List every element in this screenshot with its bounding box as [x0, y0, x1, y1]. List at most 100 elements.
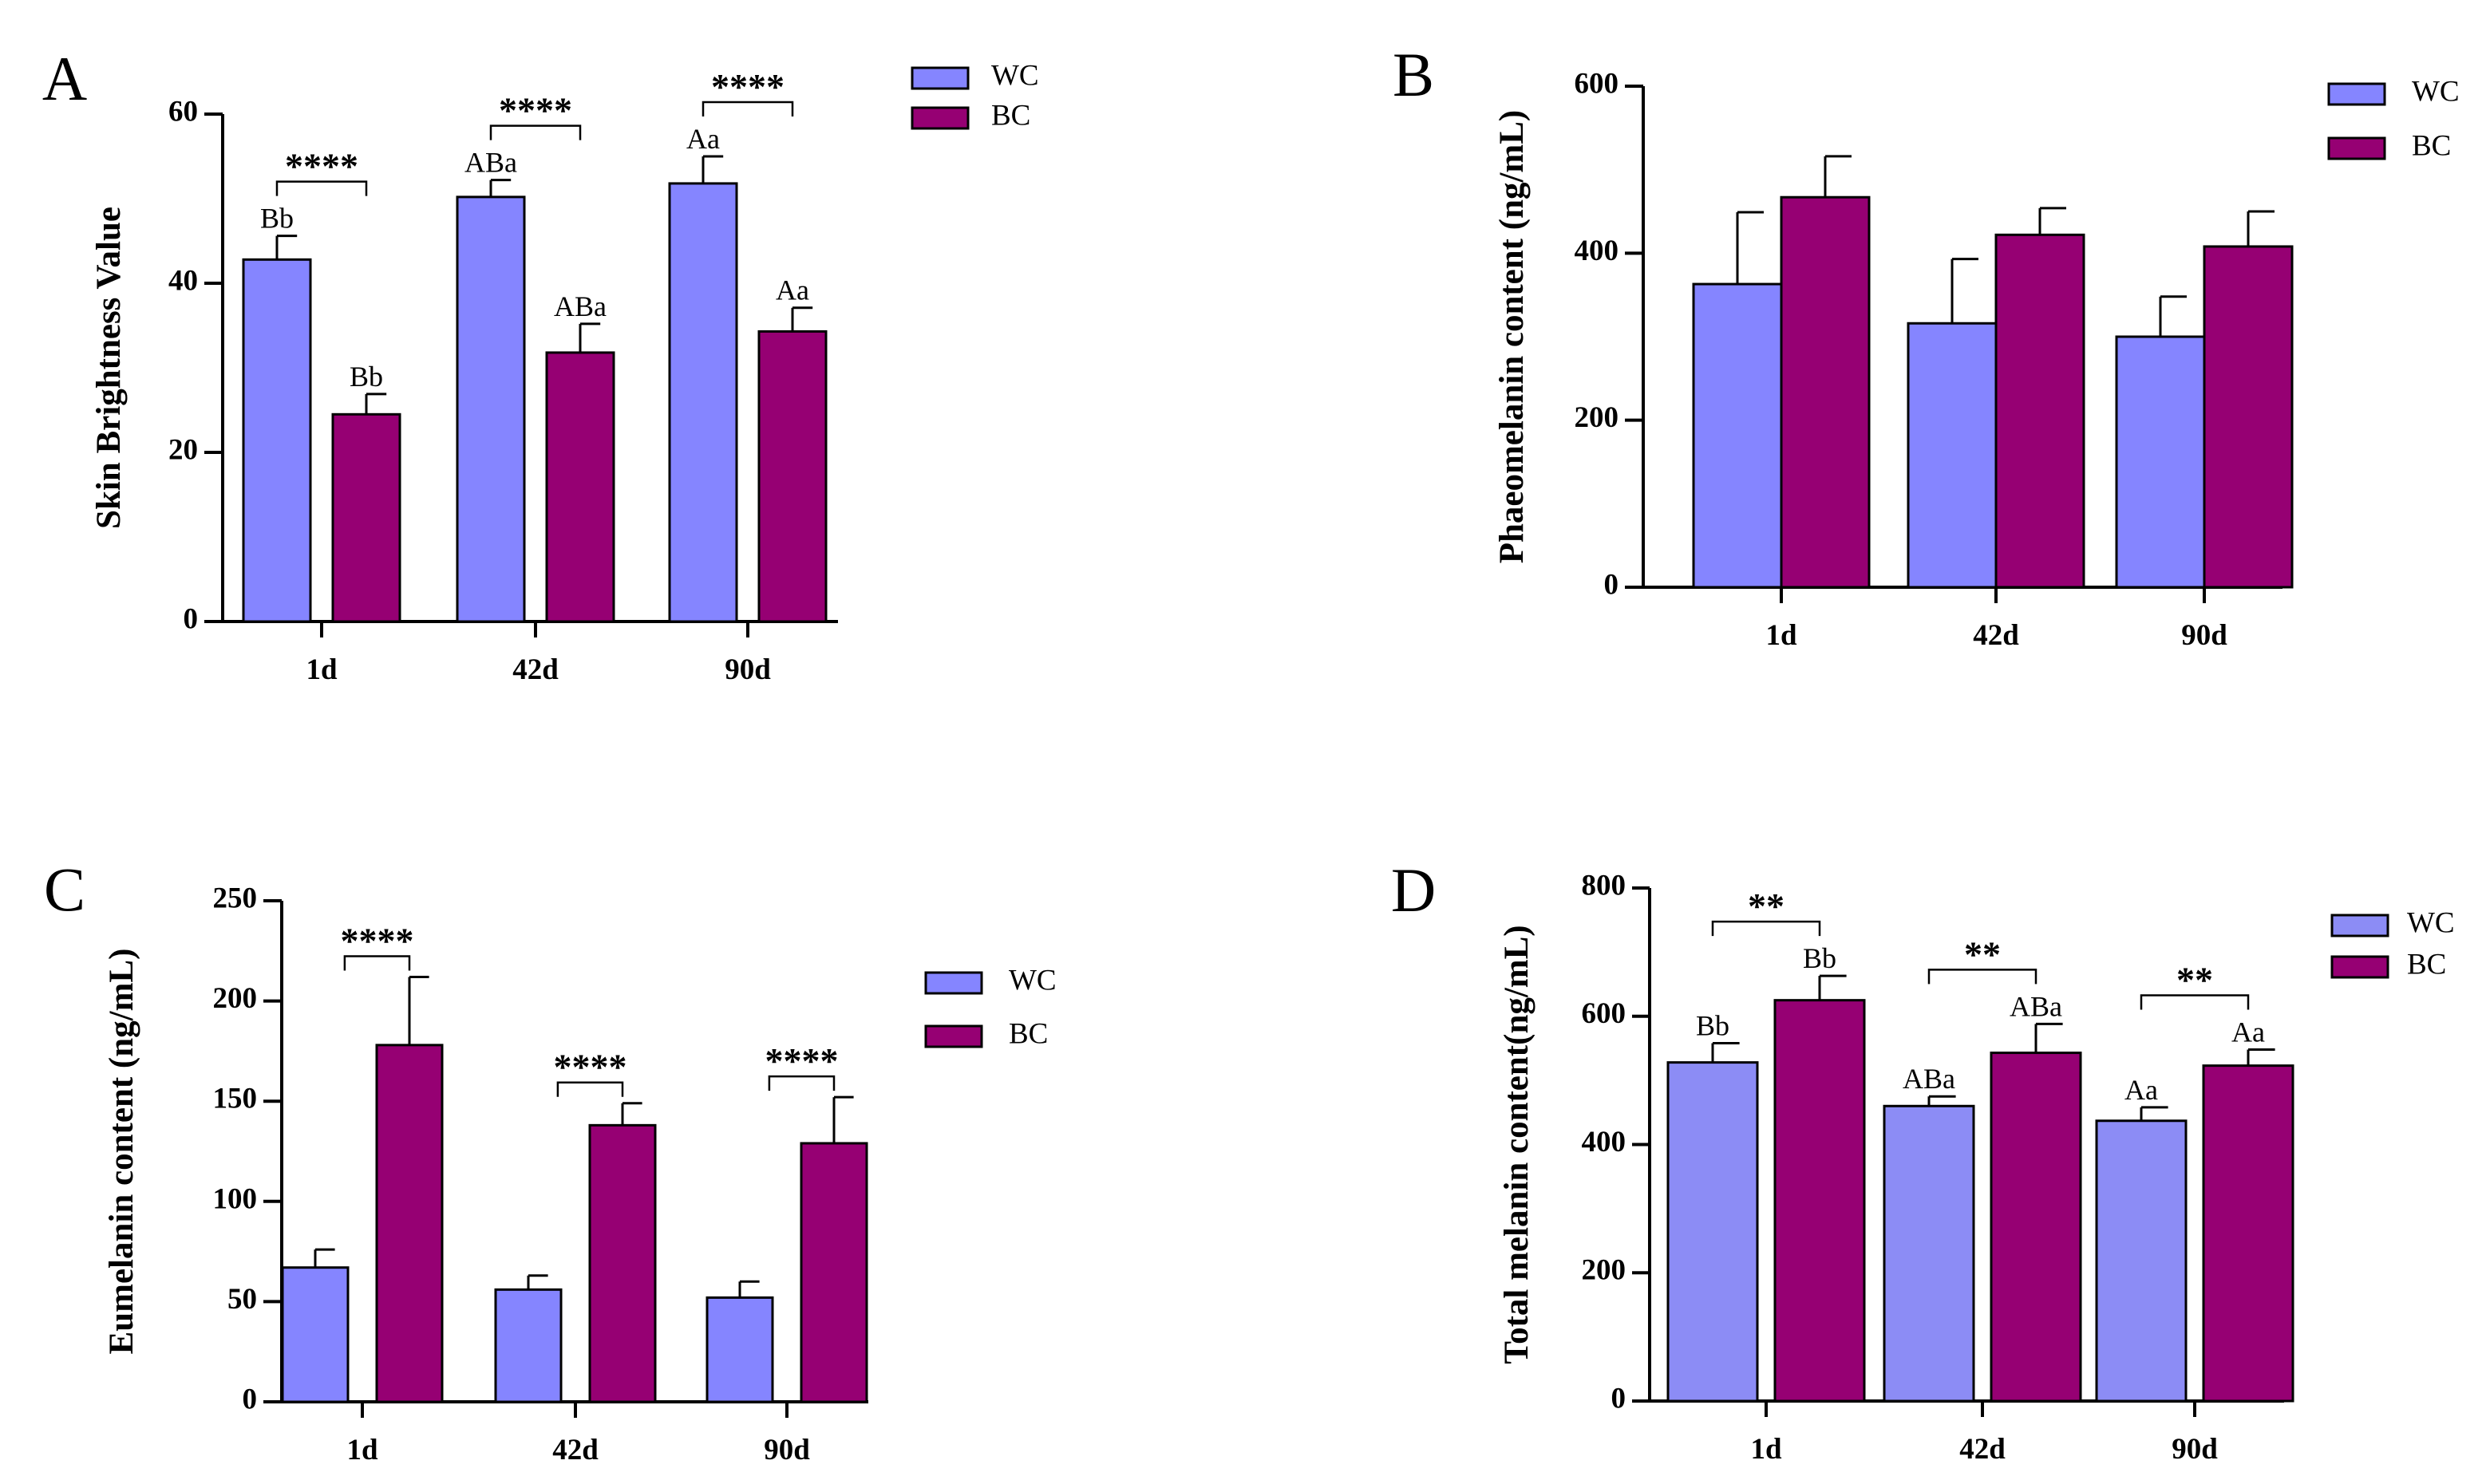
- panel-letter: A: [42, 44, 87, 113]
- y-tick-label: 20: [168, 433, 198, 466]
- y-axis-label: Phaeomelanin content (ng/mL): [1493, 110, 1531, 564]
- significance-bracket: [2140, 994, 2250, 1010]
- panel-letter: D: [1391, 855, 1436, 925]
- bar-wc: [2095, 1119, 2188, 1403]
- x-tick-label: 42d: [1973, 619, 2019, 652]
- bar-bc: [800, 1142, 868, 1403]
- bar-bc: [545, 351, 615, 623]
- legend-label-bc: BC: [1009, 1017, 1048, 1050]
- bar-bc: [757, 330, 828, 623]
- bar-wc: [1666, 1061, 1759, 1403]
- y-axis-label: Eumelanin content (ng/mL): [103, 949, 140, 1355]
- y-tick-label: 800: [1582, 869, 1626, 902]
- group-letter-label: ABa: [2010, 990, 2062, 1022]
- significance-label: ****: [765, 1040, 838, 1081]
- group-letter-label: Aa: [686, 123, 720, 155]
- y-tick-label: 600: [1575, 67, 1619, 100]
- legend: WC BC: [2330, 906, 2455, 981]
- significance-bracket: [768, 1075, 836, 1091]
- group-letter-label: ABa: [1903, 1063, 1955, 1095]
- legend-label-wc: WC: [2412, 75, 2460, 108]
- legend-label-bc: BC: [2412, 129, 2451, 162]
- significance-label: **: [1964, 933, 2001, 974]
- legend-label-bc: BC: [2407, 948, 2446, 981]
- group-letter-label: Bb: [1696, 1010, 1729, 1042]
- bar-wc: [494, 1288, 563, 1403]
- y-tick-label: 200: [1582, 1254, 1626, 1287]
- legend-swatch-wc: [924, 971, 983, 995]
- y-tick-label: 150: [213, 1083, 258, 1115]
- significance-bracket: [1711, 920, 1821, 937]
- x-tick-label: 90d: [2172, 1433, 2218, 1466]
- significance-bracket: [1927, 969, 2037, 985]
- significance-bracket: [343, 955, 411, 971]
- x-tick-label: 1d: [1750, 1433, 1782, 1466]
- significance-bracket: [556, 1081, 624, 1097]
- legend-swatch-wc: [2327, 82, 2386, 106]
- x-tick-label: 90d: [764, 1434, 810, 1466]
- y-tick-label: 250: [213, 882, 258, 914]
- x-tick-label: 1d: [346, 1434, 378, 1466]
- bar-wc: [706, 1296, 774, 1403]
- x-tick-label: 90d: [725, 653, 771, 686]
- significance-label: ****: [711, 66, 785, 107]
- bar-wc: [1907, 322, 1998, 589]
- bar-wc: [1883, 1104, 1975, 1403]
- panel-letter: B: [1393, 40, 1434, 109]
- bar-bc: [375, 1044, 444, 1403]
- group-letter-label: ABa: [554, 290, 607, 322]
- bar-wc: [1692, 282, 1783, 589]
- y-tick-label: 0: [1604, 568, 1619, 601]
- group-letter-label: ABa: [464, 147, 517, 179]
- legend-swatch-bc: [2327, 136, 2386, 160]
- panel-b: B Phaeomelanin content (ng/mL) 0 200 400 600 1…: [1393, 40, 2460, 652]
- y-tick-label: 0: [184, 602, 199, 635]
- group-letter-label: Bb: [350, 361, 383, 393]
- y-tick-label: 0: [243, 1383, 258, 1415]
- bar-bc: [2203, 245, 2294, 589]
- bar-wc: [456, 195, 526, 623]
- legend-swatch-wc: [911, 66, 970, 90]
- bar-bc: [1994, 233, 2085, 589]
- y-tick-label: 0: [1611, 1382, 1626, 1415]
- y-tick-label: 600: [1582, 997, 1626, 1030]
- y-tick-label: 50: [227, 1283, 257, 1316]
- legend: WC BC: [924, 964, 1057, 1050]
- y-tick-label: 200: [213, 982, 258, 1015]
- legend-swatch-bc: [911, 106, 970, 130]
- x-tick-label: 1d: [1765, 619, 1797, 652]
- group-letter-label: Aa: [2231, 1016, 2265, 1048]
- y-tick-label: 100: [213, 1182, 258, 1215]
- significance-label: **: [1748, 886, 1785, 926]
- y-axis-label: Skin Brightness Value: [90, 207, 128, 529]
- y-tick-label: 200: [1575, 401, 1619, 434]
- x-tick-label: 42d: [512, 653, 559, 686]
- significance-bracket: [489, 124, 582, 140]
- bar-bc: [1990, 1052, 2082, 1403]
- group-letter-label: Aa: [776, 274, 809, 306]
- y-tick-label: 60: [168, 95, 198, 128]
- group-letter-label: Aa: [2124, 1074, 2158, 1106]
- panel-c: C Eumelanin content (ng/mL) 0 50 100 150 200 25…: [44, 854, 1057, 1466]
- y-axis-label: Total melanin content(ng/mL): [1498, 925, 1536, 1364]
- significance-label: **: [2176, 960, 2213, 1001]
- legend-swatch-wc: [2330, 914, 2389, 937]
- significance-label: ****: [340, 920, 413, 961]
- significance-label: ****: [499, 90, 572, 131]
- significance-bracket: [702, 101, 794, 116]
- legend-swatch-bc: [2330, 955, 2389, 979]
- group-letter-label: Bb: [1803, 942, 1836, 974]
- bar-wc: [2115, 335, 2206, 589]
- x-tick-label: 42d: [1959, 1433, 2006, 1466]
- bar-wc: [281, 1266, 350, 1403]
- significance-bracket: [275, 180, 368, 196]
- legend-label-bc: BC: [991, 99, 1030, 132]
- significance-label: ****: [285, 146, 358, 187]
- legend-swatch-bc: [924, 1024, 983, 1048]
- panel-letter: C: [44, 854, 85, 924]
- x-tick-label: 1d: [306, 653, 338, 686]
- legend-label-wc: WC: [1009, 964, 1057, 997]
- bar-bc: [1780, 195, 1871, 589]
- legend-label-wc: WC: [991, 59, 1039, 92]
